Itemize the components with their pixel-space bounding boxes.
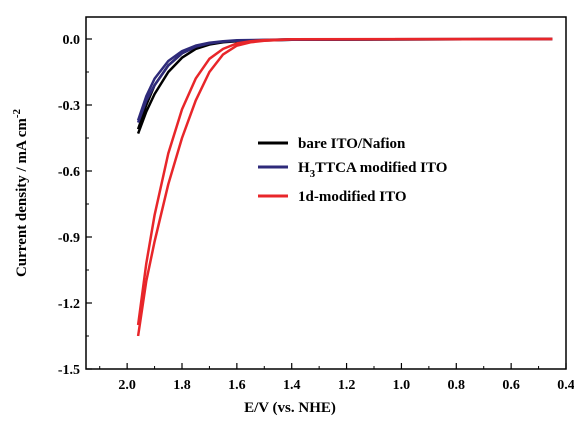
y-tick-label: -0.6 [58, 165, 80, 180]
plot-frame [85, 16, 567, 370]
series-line-return [136, 37, 553, 121]
x-axis: 2.0 1.8 1.6 1.4 1.2 1.0 0.8 0.6 0.4 [99, 363, 574, 393]
legend-label-1d: 1d-modified ITO [298, 189, 407, 205]
y-tick-label: -1.2 [58, 297, 80, 312]
x-tick-label: 1.6 [228, 378, 246, 393]
x-tick-label: 1.0 [393, 378, 411, 393]
legend-label-bare: bare ITO/Nafion [298, 136, 406, 152]
series-2 [136, 37, 553, 337]
x-tick-label: 0.6 [502, 378, 520, 393]
x-tick-label: 2.0 [118, 378, 136, 393]
series-0 [136, 37, 553, 135]
y-tick-label: -1.5 [58, 363, 80, 378]
series-line-forward [136, 37, 553, 337]
series-line-return [136, 37, 553, 130]
legend-label-h3ttca-rest: TTCA modified ITO [315, 160, 447, 176]
y-tick-label: -0.3 [58, 99, 80, 114]
x-tick-label: 1.2 [338, 378, 356, 393]
series-1 [136, 37, 553, 124]
series-layer [136, 37, 553, 337]
legend-label-h3ttca-main: H [298, 160, 310, 176]
y-tick-label: -0.9 [58, 231, 80, 246]
series-line-forward [136, 37, 553, 135]
x-axis-title: E/V (vs. NHE) [244, 400, 336, 416]
x-tick-label: 0.8 [448, 378, 466, 393]
y-axis-title: Current density / mA cm-2 [11, 108, 30, 277]
y-axis-title-main: Current density / mA cm [14, 118, 30, 277]
y-axis: 0.0 -0.3 -0.6 -0.9 -1.2 -1.5 [58, 33, 92, 378]
y-axis-title-sup: -2 [11, 108, 23, 118]
legend-label-h3ttca-sub: 3 [310, 168, 316, 180]
x-tick-label: 1.8 [173, 378, 191, 393]
x-tick-label: 1.4 [283, 378, 301, 393]
legend-label-h3ttca: H3TTCA modified ITO [298, 160, 447, 180]
series-line-return [136, 37, 553, 326]
series-line-forward [136, 37, 553, 124]
x-tick-label: 0.4 [557, 378, 574, 393]
y-tick-label: 0.0 [63, 33, 81, 48]
legend: bare ITO/Nafion H3TTCA modified ITO 1d-m… [258, 136, 447, 205]
